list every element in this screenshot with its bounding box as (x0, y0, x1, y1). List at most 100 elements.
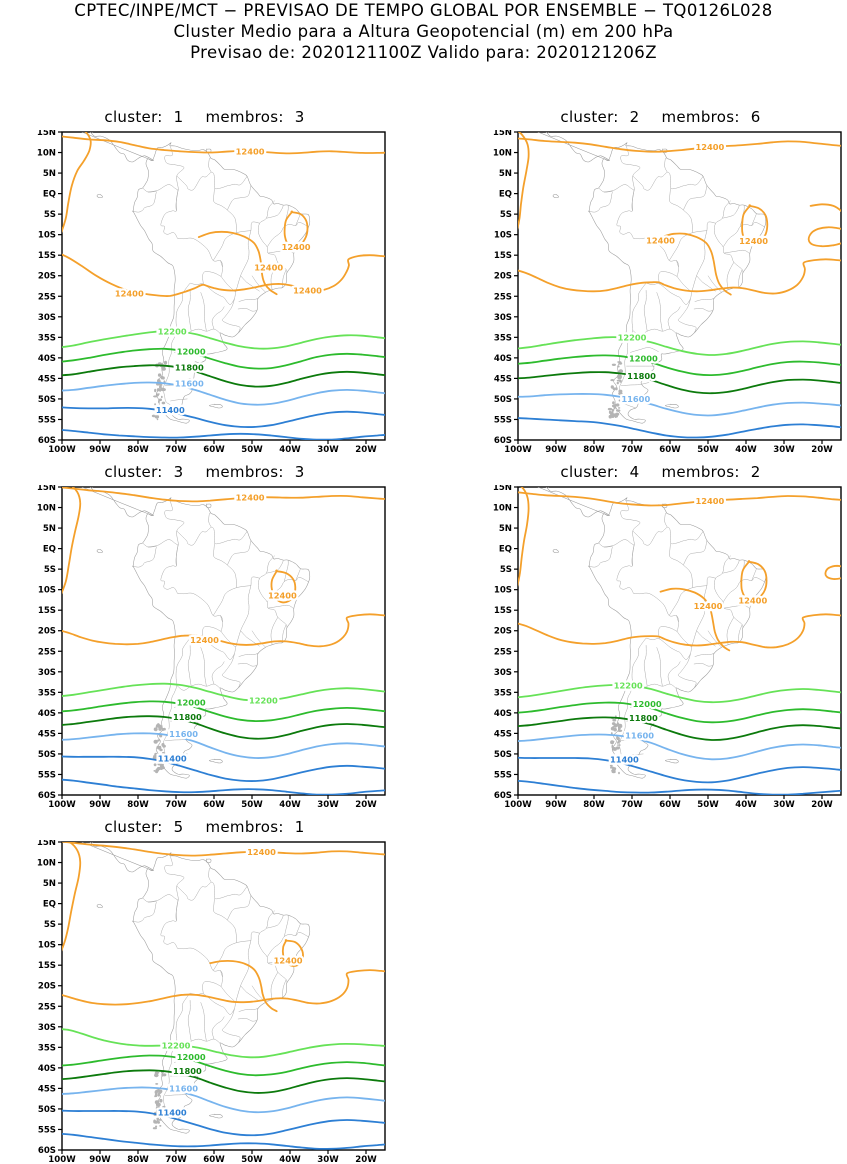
panel-cluster-5: cluster: 5 membros: 1 12400 12400 12400 12400 1… (22, 818, 387, 1163)
island-marker (612, 719, 616, 722)
x-axis-label: 80W (583, 800, 605, 809)
panel-5-cluster-label: cluster: (104, 818, 162, 836)
y-axis-label: 15N (493, 485, 512, 493)
island-marker (613, 387, 616, 390)
contour-label: 11400 (610, 755, 639, 765)
x-axis-label: 20W (355, 800, 377, 809)
island-marker (160, 1099, 163, 1101)
contour-label: 12400 (268, 590, 297, 600)
panel-3-title: cluster: 3 membros: 3 (22, 463, 387, 481)
island-marker (154, 740, 158, 744)
panel-1-members-label: membros: (205, 108, 283, 126)
x-axis-label: 90W (545, 800, 567, 809)
island-marker (619, 400, 621, 402)
panel-2-cluster-value: 2 (630, 108, 640, 126)
contour-label: 12400 (293, 286, 322, 296)
contour-label: 12200 (158, 327, 187, 337)
contour-label: 12000 (633, 699, 662, 709)
island-marker (618, 407, 620, 409)
contour-label: 12200 (618, 332, 647, 342)
island-marker (156, 1072, 160, 1074)
contour-label: 12200 (162, 1041, 191, 1051)
y-axis-label: 15S (38, 251, 56, 261)
island-marker (159, 385, 162, 388)
x-axis-label: 30W (773, 445, 795, 454)
island-marker (618, 730, 623, 732)
y-axis-label: 5S (500, 565, 512, 575)
y-axis-label: 15N (37, 130, 56, 138)
island-marker (154, 389, 156, 393)
y-axis-label: 5N (43, 524, 56, 534)
y-axis-label: 5N (43, 879, 56, 889)
island-marker (161, 1073, 163, 1077)
island-marker (612, 401, 615, 404)
y-axis-label: 10N (493, 504, 512, 514)
island-marker (610, 767, 612, 769)
y-axis-label: 5S (44, 920, 56, 930)
y-axis-label: 45S (38, 374, 56, 384)
contour-label: 12400 (738, 595, 767, 605)
x-axis-label: 30W (317, 800, 339, 809)
contour-label: 12400 (282, 242, 311, 252)
contour-label: 11800 (173, 712, 202, 722)
contour-label: 12400 (695, 142, 724, 152)
island-marker (157, 419, 159, 421)
contour-map-svg: 1240012400124001240012400124001220012200… (478, 130, 843, 454)
y-axis-label: 50S (38, 1105, 56, 1115)
y-axis-label: EQ (499, 545, 512, 555)
panel-5-cluster-value: 5 (174, 818, 184, 836)
panel-4-cluster-label: cluster: (560, 463, 618, 481)
island-marker (155, 771, 158, 773)
island-marker (161, 766, 165, 769)
y-axis-label: 40S (494, 354, 512, 364)
x-axis-label: 20W (355, 445, 377, 454)
contour-label: 11400 (158, 754, 187, 764)
contour-label: 12400 (236, 146, 265, 156)
contour-label: 11600 (169, 1083, 198, 1093)
contour-label: 12400 (695, 496, 724, 506)
island-marker (155, 1083, 158, 1085)
y-axis-label: 5N (43, 169, 56, 179)
y-axis-label: 35S (38, 688, 56, 698)
panel-5-members-value: 1 (295, 818, 305, 836)
island-marker (162, 745, 166, 748)
y-axis-label: 10S (494, 586, 512, 596)
plot-frame (62, 842, 385, 1150)
y-axis-label: 20S (38, 272, 56, 282)
y-axis-label: 10N (493, 149, 512, 159)
y-axis-label: EQ (499, 190, 512, 200)
panel-5-title: cluster: 5 membros: 1 (22, 818, 387, 836)
x-axis-label: 90W (545, 445, 567, 454)
x-axis-label: 100W (504, 800, 532, 809)
y-axis-label: 30S (38, 313, 56, 323)
island-marker (611, 415, 614, 418)
x-axis-label: 60W (203, 445, 225, 454)
island-marker (162, 728, 164, 731)
panel-1-cluster-value: 1 (174, 108, 184, 126)
x-axis-label: 70W (165, 1155, 187, 1164)
x-axis-label: 50W (241, 445, 263, 454)
contour-label: 11600 (625, 731, 654, 741)
contour-label: 11400 (156, 405, 185, 415)
contour-label: 11600 (169, 729, 198, 739)
island-marker (613, 728, 617, 732)
y-axis-label: 45S (38, 729, 56, 739)
header-line-2: Cluster Medio para a Altura Geopotencial… (0, 21, 847, 42)
x-axis-label: 30W (317, 1155, 339, 1164)
y-axis-label: 15N (37, 485, 56, 493)
panel-3-members-label: membros: (205, 463, 283, 481)
contour-label: 12400 (115, 288, 144, 298)
island-marker (157, 388, 160, 391)
island-marker (618, 390, 622, 393)
y-axis-label: 40S (38, 1064, 56, 1074)
island-marker (619, 380, 622, 383)
y-axis-label: 45S (494, 374, 512, 384)
contour-map-svg: 1240012400124001240012400124001220012200… (478, 485, 843, 809)
island-marker (162, 402, 166, 405)
y-axis-label: 45S (494, 729, 512, 739)
y-axis-label: 30S (38, 1023, 56, 1033)
x-axis-label: 60W (203, 800, 225, 809)
y-axis-label: 30S (494, 313, 512, 323)
island-marker (157, 746, 160, 748)
island-marker (158, 373, 161, 376)
